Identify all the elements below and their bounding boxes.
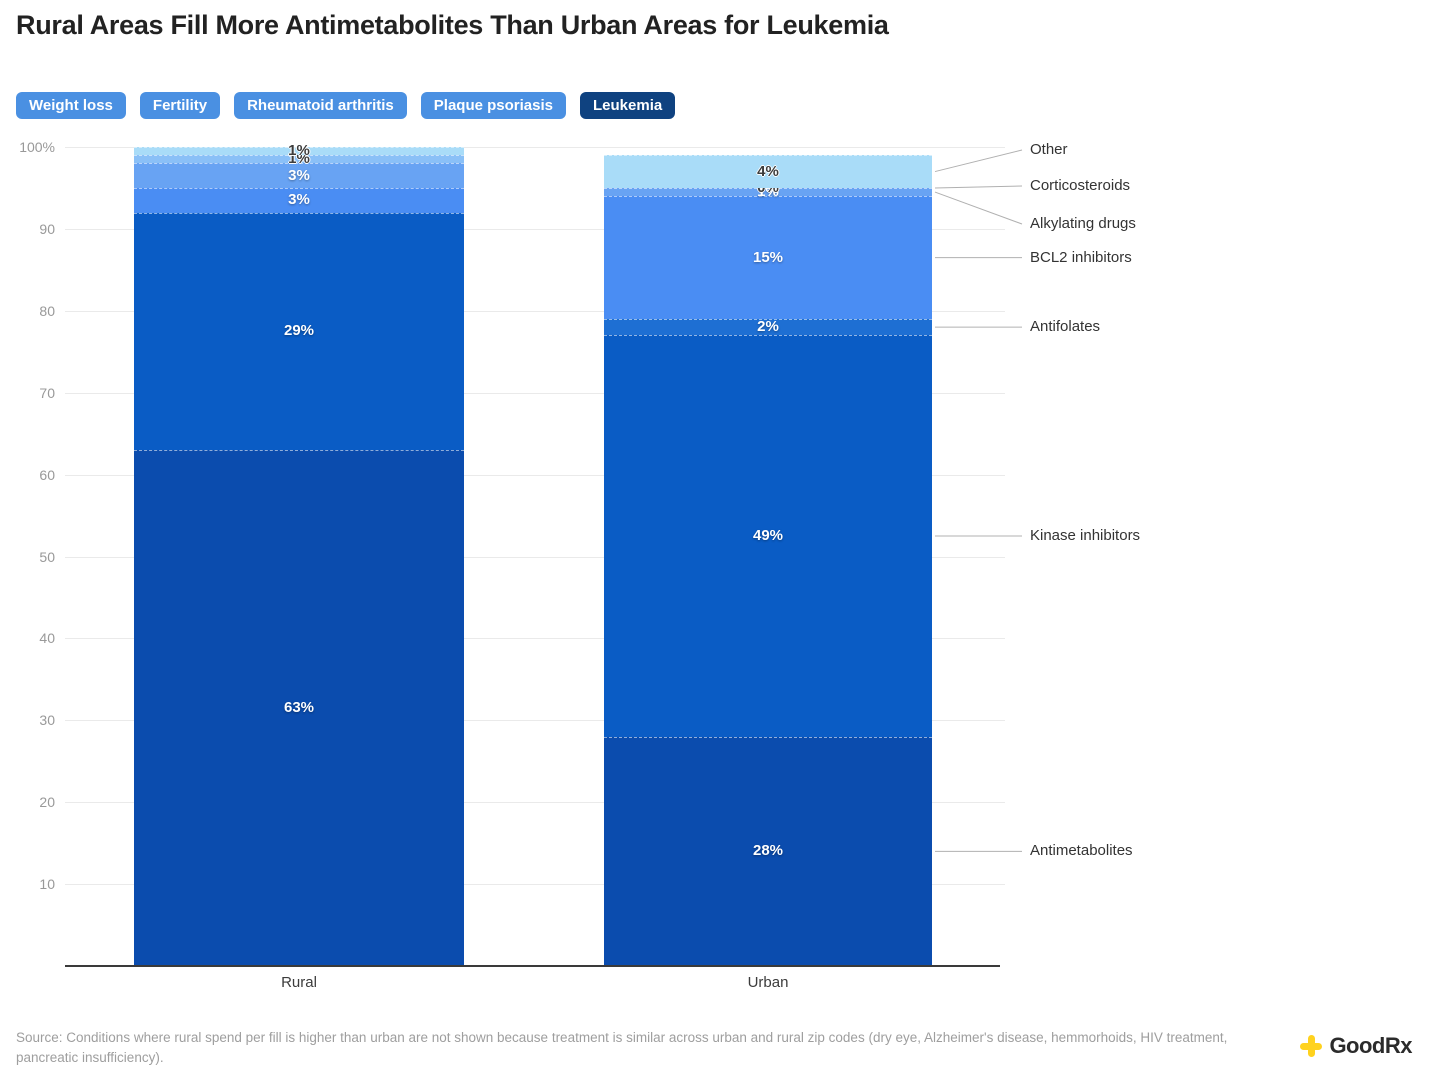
legend-label-alkylating-drugs: Alkylating drugs: [1030, 215, 1136, 232]
chart-title: Rural Areas Fill More Antimetabolites Th…: [16, 10, 889, 40]
x-axis-label-urban: Urban: [747, 974, 789, 991]
legend-label-antimetabolites: Antimetabolites: [1030, 842, 1133, 860]
goodrx-logo: GoodRx: [1300, 1033, 1413, 1059]
y-axis-tick: 30: [39, 712, 55, 729]
segment-value-label: 28%: [752, 842, 784, 860]
legend-label-bcl2-inhibitors: BCL2 inhibitors: [1030, 248, 1132, 266]
gridline: [65, 147, 1005, 148]
gridline: [65, 638, 1005, 640]
y-axis-tick: 80: [39, 302, 55, 319]
bar-segment-antimetabolites: [134, 450, 464, 966]
condition-tabs: Weight loss Fertility Rheumatoid arthritis…: [16, 92, 676, 119]
tab-fertility[interactable]: Fertility: [139, 92, 221, 119]
segment-value-label: 3%: [288, 166, 310, 184]
bar-segment-kinase-inhibitors: [134, 212, 464, 451]
y-axis-tick: 40: [39, 630, 55, 647]
y-axis-tick: 70: [39, 384, 55, 401]
legend-connector-line: [934, 191, 1023, 225]
segment-value-label: 63%: [283, 699, 315, 716]
y-axis-tick: 50: [39, 548, 55, 565]
segment-value-label: 1%: [288, 142, 310, 160]
source-note: Source: Conditions where rural spend per…: [16, 1030, 1228, 1065]
legend-label-corticosteroids: Corticosteroids: [1030, 177, 1131, 194]
legend-label-other: Other: [1030, 141, 1068, 158]
gridline: [65, 310, 1005, 312]
gridline: [65, 802, 1005, 804]
tab-leukemia[interactable]: Leukemia: [580, 92, 676, 119]
legend-connector-line: [934, 149, 1023, 173]
bar-segment-antifolates: [604, 318, 932, 336]
legend-label-antifolates: Antifolates: [1030, 318, 1101, 336]
bar-segment-other: [604, 155, 932, 188]
gridline: [65, 720, 1005, 722]
segment-value-label: 4%: [757, 162, 779, 180]
goodrx-wordmark: GoodRx: [1329, 1033, 1412, 1059]
bar-segment-kinase-inhibitors: [604, 335, 932, 737]
bar-segment-corticosteroids: [134, 155, 464, 164]
segment-value-label: 2%: [757, 318, 779, 336]
gridline: [65, 556, 1005, 558]
x-axis-line: [65, 965, 1000, 967]
tab-rheumatoid-arthritis[interactable]: Rheumatoid arthritis: [234, 92, 407, 119]
bar-segment-alkylating-drugs: [134, 163, 464, 188]
tab-weight-loss[interactable]: Weight loss: [16, 92, 126, 119]
segment-value-label: 3%: [288, 191, 310, 209]
gridline: [65, 228, 1005, 230]
gridline: [65, 884, 1005, 886]
gridline: [65, 474, 1005, 476]
y-axis-tick: 90: [39, 220, 55, 237]
y-axis-tick: 10: [39, 876, 55, 893]
tab-plaque-psoriasis[interactable]: Plaque psoriasis: [420, 92, 566, 119]
x-axis-label-rural: Rural: [281, 974, 317, 991]
y-axis-tick: 60: [39, 466, 55, 483]
y-axis-tick: 20: [39, 794, 55, 811]
legend-label-kinase-inhibitors: Kinase inhibitors: [1030, 527, 1141, 545]
goodrx-wordmark-good: Good: [1329, 1033, 1385, 1058]
goodrx-plus-icon: [1300, 1035, 1323, 1057]
gridline: [65, 392, 1005, 394]
y-axis-tick: 100%: [19, 139, 55, 155]
segment-value-label: 49%: [752, 527, 784, 545]
bar-segment-bcl2-inhibitors: [604, 196, 932, 319]
bar-segment-alkylating-drugs: [604, 187, 932, 197]
bar-segment-other: [134, 147, 464, 156]
segment-value-label: 29%: [283, 322, 315, 340]
segment-value-label: 15%: [752, 248, 784, 266]
bar-segment-antimetabolites: [604, 736, 932, 966]
bar-segment-bcl2-inhibitors: [134, 187, 464, 213]
legend-connector-line: [934, 185, 1023, 189]
goodrx-wordmark-rx: Rx: [1384, 1033, 1413, 1058]
